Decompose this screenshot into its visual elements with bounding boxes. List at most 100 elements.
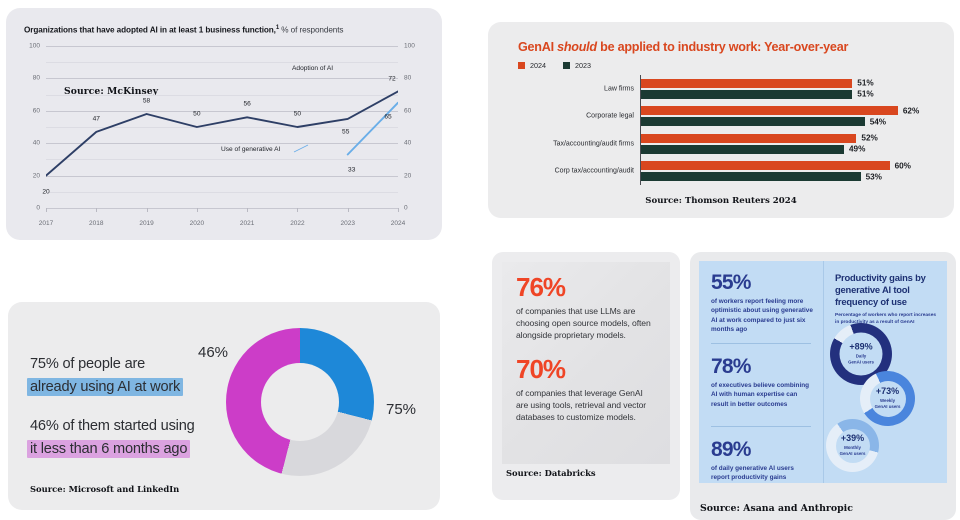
y-axis-tick-label: 0 bbox=[36, 204, 40, 212]
x-axis-tick bbox=[196, 208, 198, 212]
y-axis-tick-label: 20 bbox=[32, 172, 40, 180]
data-label-adoption: 72 bbox=[388, 75, 396, 83]
progress-ring-center: +89% Daily GenAI users bbox=[839, 332, 883, 376]
progress-ring-center: +73% Weekly GenAI users bbox=[869, 380, 906, 417]
legend-item-2023: 2023 bbox=[563, 61, 591, 70]
line-chart-plot-area: 0 0 20 20 40 40 60 60 80 80 100 100 2017 2018 2019 2020… bbox=[29, 43, 415, 228]
chart-title: GenAI should be applied to industry work… bbox=[518, 40, 848, 54]
divider bbox=[711, 343, 811, 345]
x-axis-tick bbox=[247, 208, 249, 212]
progress-ring-39%: +39% Monthly GenAI users bbox=[826, 419, 879, 472]
x-axis-tick bbox=[297, 208, 299, 212]
x-axis-tick bbox=[347, 208, 349, 212]
x-axis-tick-label: 2019 bbox=[139, 220, 154, 227]
gridline-major bbox=[46, 175, 398, 177]
stat-value-76: 76% bbox=[516, 272, 566, 302]
bar-value-label: 54% bbox=[869, 117, 887, 127]
chart-title: Organizations that have adopted AI in at… bbox=[24, 25, 344, 35]
x-axis-tick-label: 2017 bbox=[38, 220, 54, 227]
bar-chart-plot-area: Law firms 51% 51% Corporate legal 62% 54% Tax/… bbox=[553, 75, 930, 185]
gridline-major bbox=[46, 46, 398, 47]
chart-source-thomson-reuters: Source: Thomson Reuters 2024 bbox=[645, 196, 797, 206]
panel-microsoft-linkedin-donut: 75% of people are already using AI at wo… bbox=[8, 302, 440, 510]
bar-category-label: Tax/accounting/audit firms bbox=[553, 140, 634, 148]
y-axis-tick-label: 80 bbox=[404, 74, 412, 82]
bar-value-label: 62% bbox=[902, 106, 920, 116]
data-label-adoption: 58 bbox=[142, 97, 151, 105]
chart-source-mckinsey: Source: McKinsey bbox=[64, 86, 159, 97]
bar-2023: 53% bbox=[641, 172, 882, 182]
y-axis-tick-label: 60 bbox=[404, 107, 412, 115]
panel-databricks-stats: 76% of companies that use LLMs are choos… bbox=[492, 252, 680, 500]
bar-group: Law firms 51% 51% bbox=[604, 75, 930, 103]
progress-ring-73%: +73% Weekly GenAI users bbox=[860, 371, 915, 426]
chart-title-prefix: GenAI bbox=[518, 40, 558, 54]
progress-ring-value: +73% bbox=[875, 386, 900, 397]
legend-swatch bbox=[563, 62, 570, 69]
gridline-major bbox=[46, 78, 398, 80]
stat-value-55: 55% bbox=[711, 271, 751, 294]
donut-hole bbox=[261, 363, 339, 441]
bar-group: Tax/accounting/audit firms 52% 49% bbox=[553, 130, 930, 158]
divider bbox=[711, 425, 811, 427]
bar-2024: 52% bbox=[641, 133, 878, 143]
panel-asana-anthropic: 55% of workers report feeling more optim… bbox=[690, 252, 956, 520]
chart-title-footnote-marker: 1 bbox=[275, 25, 280, 31]
x-axis-tick bbox=[146, 208, 148, 212]
bar-value-label: 60% bbox=[894, 161, 911, 171]
legend-item-2024: 2024 bbox=[518, 61, 546, 70]
stat-highlight-line-2: it less than 6 months ago bbox=[27, 440, 191, 458]
progress-ring-label: Daily GenAI users bbox=[848, 353, 874, 365]
x-axis-tick-label: 2023 bbox=[340, 220, 355, 227]
bar-category-label: Corp tax/accounting/audit bbox=[554, 167, 634, 175]
bar-2023: 51% bbox=[641, 89, 874, 99]
x-axis-tick-label: 2022 bbox=[290, 220, 305, 227]
bar-2024: 51% bbox=[641, 78, 874, 88]
chart-title-emphasis: should bbox=[557, 40, 597, 54]
line-series-adoption-of-ai bbox=[46, 90, 398, 177]
y-axis-tick-label: 20 bbox=[404, 172, 412, 180]
gridline-major bbox=[46, 110, 398, 112]
donut-label-46: 46% bbox=[198, 344, 229, 361]
x-axis-tick bbox=[398, 208, 399, 212]
rings-subheading: Percentage of workers who report increas… bbox=[835, 313, 937, 326]
stat-description-55: of workers report feeling more optimisti… bbox=[711, 298, 813, 333]
y-axis-tick-label: 80 bbox=[32, 74, 40, 82]
panel-thomson-reuters-bar-chart: GenAI should be applied to industry work… bbox=[488, 22, 954, 218]
chart-source-databricks: Source: Databricks bbox=[506, 468, 596, 478]
data-label-adoption: 50 bbox=[193, 110, 201, 118]
x-axis-tick bbox=[96, 208, 98, 212]
annotation-adoption-of-ai: Adoption of AI bbox=[292, 65, 334, 72]
data-label-genai: 33 bbox=[348, 166, 356, 174]
data-label-adoption: 20 bbox=[42, 188, 50, 196]
asana-content: 55% of workers report feeling more optim… bbox=[699, 261, 947, 483]
rings-heading: Productivity gains by generative AI tool… bbox=[835, 272, 926, 307]
y-axis-tick-label: 100 bbox=[404, 42, 415, 50]
legend-label: 2023 bbox=[575, 61, 591, 70]
asana-rings-column: Productivity gains by generative AI tool… bbox=[823, 261, 947, 483]
stat-text-line-2: 46% of them started using bbox=[30, 418, 195, 434]
data-label-adoption: 47 bbox=[92, 115, 100, 123]
gridline-major bbox=[46, 208, 398, 209]
line-series-use-of-generative-ai bbox=[346, 101, 398, 156]
legend-label: 2024 bbox=[530, 61, 546, 70]
annotation-leader-line bbox=[293, 144, 309, 153]
stat-value-70: 70% bbox=[516, 353, 566, 384]
chart-title-suffix: be applied to industry work: Year-over-y… bbox=[596, 40, 849, 54]
progress-ring-label: Monthly GenAI users bbox=[839, 445, 866, 456]
bar-value-label: 51% bbox=[857, 78, 874, 88]
bar-category-label: Corporate legal bbox=[586, 112, 634, 120]
data-label-genai: 65 bbox=[384, 113, 392, 121]
progress-ring-center: +39% Monthly GenAI users bbox=[835, 428, 870, 463]
stat-value-89: 89% bbox=[711, 437, 751, 461]
stat-highlight-line-1: already using AI at work bbox=[27, 378, 184, 396]
chart-title-subtitle: % of respondents bbox=[279, 25, 344, 35]
bar-group: Corporate legal 62% 54% bbox=[586, 103, 930, 131]
data-label-adoption: 56 bbox=[243, 100, 251, 108]
x-axis-tick-label: 2024 bbox=[390, 220, 406, 227]
bar-2024: 60% bbox=[641, 161, 911, 171]
stat-value-78: 78% bbox=[711, 355, 751, 379]
stat-description-76: of companies that use LLMs are choosing … bbox=[516, 306, 651, 341]
gridline-minor bbox=[46, 94, 398, 96]
